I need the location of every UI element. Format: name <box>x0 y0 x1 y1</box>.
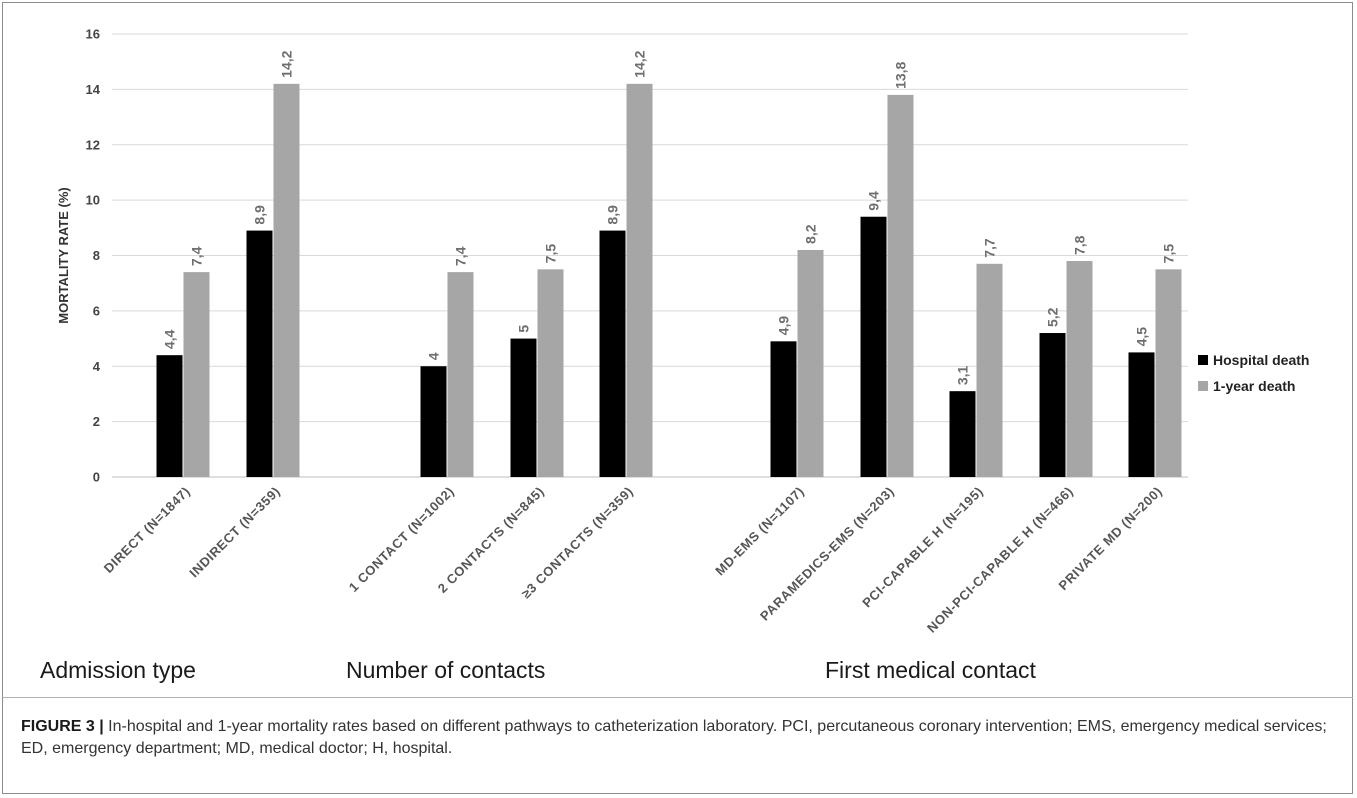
caption-divider <box>2 697 1353 698</box>
y-tick-label: 6 <box>93 303 100 318</box>
data-label: 7,4 <box>453 246 469 266</box>
data-label: 14,2 <box>279 50 295 77</box>
y-tick-label: 12 <box>86 137 100 152</box>
bar-1-year-death-1 <box>273 83 300 478</box>
x-tick-label: DIRECT (N=1847) <box>101 484 193 576</box>
data-label: 8,9 <box>605 205 621 225</box>
data-label: 7,5 <box>1161 244 1177 264</box>
bar-1-year-death-9 <box>1155 269 1182 477</box>
group-label-number-of-contacts: Number of contacts <box>346 657 546 683</box>
bar-hospital-death-7 <box>949 391 976 477</box>
bar-1-year-death-3 <box>537 269 564 477</box>
category-labels: DIRECT (N=1847)INDIRECT (N=359) 1 CONTACT… <box>101 484 1165 636</box>
x-tick-label: MD-EMS (N=1107) <box>712 484 807 579</box>
data-label: 4,9 <box>776 316 792 336</box>
data-label: 8,2 <box>803 224 819 244</box>
bar-1-year-death-0 <box>183 272 210 477</box>
group-label-first-medical-contact: First medical contact <box>825 657 1036 683</box>
bar-hospital-death-9 <box>1128 352 1155 477</box>
bar-hospital-death-1 <box>246 230 273 477</box>
data-label: 4 <box>426 352 442 360</box>
data-label: 4,4 <box>162 329 178 349</box>
bar-1-year-death-5 <box>797 249 824 477</box>
bar-hospital-death-3 <box>510 338 537 477</box>
data-label: 13,8 <box>893 61 909 88</box>
bar-hospital-death-6 <box>860 216 887 478</box>
bar-hospital-death-0 <box>156 355 183 477</box>
legend-swatch <box>1198 381 1208 391</box>
bar-chart: 0 2 4 6 8 10 12 14 16 MORTALITY RATE (%) 4,4 8,9 4 5… <box>56 27 1309 636</box>
bar-hospital-death-4 <box>599 230 626 477</box>
x-tick-label: INDIRECT (N=359) <box>186 484 283 581</box>
data-label: 5 <box>516 325 532 333</box>
y-tick-label: 8 <box>93 248 100 263</box>
data-label: 7,8 <box>1072 235 1088 255</box>
figure-caption: FIGURE 3 | In-hospital and 1-year mortal… <box>21 716 1341 760</box>
data-label: 4,5 <box>1134 327 1150 347</box>
y-tick-label: 16 <box>86 27 100 42</box>
legend-swatch <box>1198 355 1208 365</box>
x-tick-label: PRIVATE MD (N=200) <box>1056 484 1166 594</box>
bar-1-year-death-4 <box>626 83 653 478</box>
y-tick-label: 0 <box>93 470 100 485</box>
bars <box>156 83 1182 478</box>
caption-text: In-hospital and 1-year mortality rates b… <box>21 718 1327 757</box>
bar-1-year-death-6 <box>887 94 914 477</box>
data-label: 7,5 <box>543 244 559 264</box>
bar-1-year-death-7 <box>976 263 1003 477</box>
data-label: 5,2 <box>1045 307 1061 327</box>
bar-1-year-death-2 <box>447 272 474 477</box>
data-label: 7,7 <box>982 238 998 258</box>
legend-entry: Hospital death <box>1213 352 1309 368</box>
data-label: 14,2 <box>632 50 648 77</box>
x-tick-label: NON-PCI-CAPABLE H (N=466) <box>924 484 1076 636</box>
data-label: 8,9 <box>252 205 268 225</box>
y-tick-label: 14 <box>86 82 101 97</box>
data-label: 7,4 <box>189 246 205 266</box>
y-tick-label: 10 <box>86 193 100 208</box>
bar-hospital-death-5 <box>770 341 797 477</box>
data-label: 3,1 <box>955 365 971 385</box>
group-label-admission-type: Admission type <box>40 657 196 683</box>
bar-hospital-death-2 <box>420 366 447 477</box>
bar-1-year-death-8 <box>1066 261 1093 477</box>
data-labels: 4,4 8,9 4 5 8,9 4,9 9,4 3,1 5,2 4,5 7,4 14,2 7,4 7,5 1… <box>162 50 1177 385</box>
bar-hospital-death-8 <box>1039 333 1066 477</box>
caption-label: FIGURE 3 | <box>21 718 104 735</box>
x-tick-label: 1 CONTACT (N=1002) <box>346 484 457 595</box>
y-axis-title: MORTALITY RATE (%) <box>56 187 71 324</box>
y-axis: 0 2 4 6 8 10 12 14 16 MORTALITY RATE (%) <box>56 27 101 485</box>
legend-entry: 1-year death <box>1213 378 1295 394</box>
data-label: 9,4 <box>866 191 882 211</box>
y-tick-label: 4 <box>93 359 101 374</box>
legend: Hospital death 1-year death <box>1198 352 1309 394</box>
y-tick-label: 2 <box>93 414 100 429</box>
